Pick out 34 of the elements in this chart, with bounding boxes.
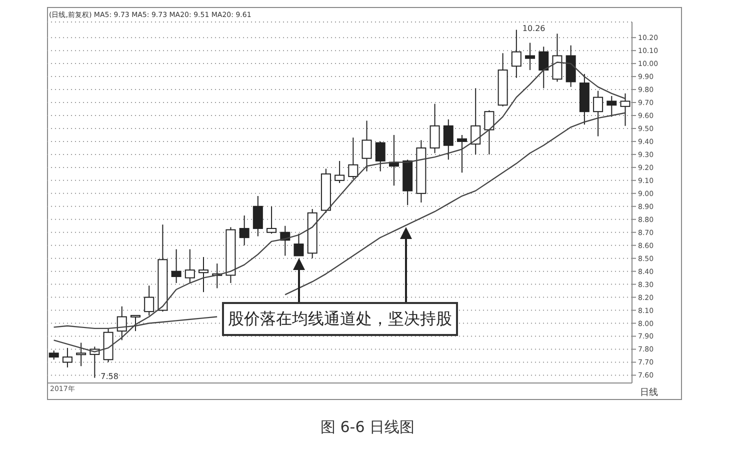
- candlestick: [593, 90, 604, 137]
- candlestick: [552, 33, 562, 82]
- candlestick: [362, 120, 372, 172]
- candlestick: [266, 206, 277, 234]
- candlestick: [62, 347, 72, 368]
- candlestick: [239, 214, 250, 246]
- annotation: 10.26: [522, 24, 546, 33]
- candlestick: [525, 42, 536, 71]
- candlestick: [511, 29, 522, 78]
- candlestick: [252, 196, 263, 237]
- candlestick: [538, 46, 549, 89]
- annotation: 股价落在均线通道处，坚决持股: [222, 302, 458, 336]
- candlestick: [334, 160, 345, 184]
- candlestick: [470, 88, 481, 155]
- candlestick: [457, 134, 467, 174]
- candlestick: [443, 118, 454, 160]
- candlestick: [184, 248, 195, 284]
- candlestick: [606, 96, 617, 118]
- candlestick: [76, 342, 86, 367]
- candlestick: [130, 314, 140, 332]
- candlestick: [430, 103, 440, 154]
- annotation: 7.58: [100, 372, 118, 381]
- candlestick: [198, 256, 209, 293]
- candlestick: [171, 248, 182, 284]
- candlestick: [116, 306, 127, 341]
- candlestick: [348, 137, 358, 180]
- candlestick: [484, 110, 494, 155]
- candlestick: [375, 140, 386, 172]
- text: 日线: [640, 386, 658, 399]
- candlestick: [294, 233, 304, 256]
- candlestick: [48, 350, 59, 360]
- caption: 图 6-6 日线图: [319, 418, 416, 437]
- candlestick: [620, 92, 630, 126]
- candlestick: [144, 285, 154, 316]
